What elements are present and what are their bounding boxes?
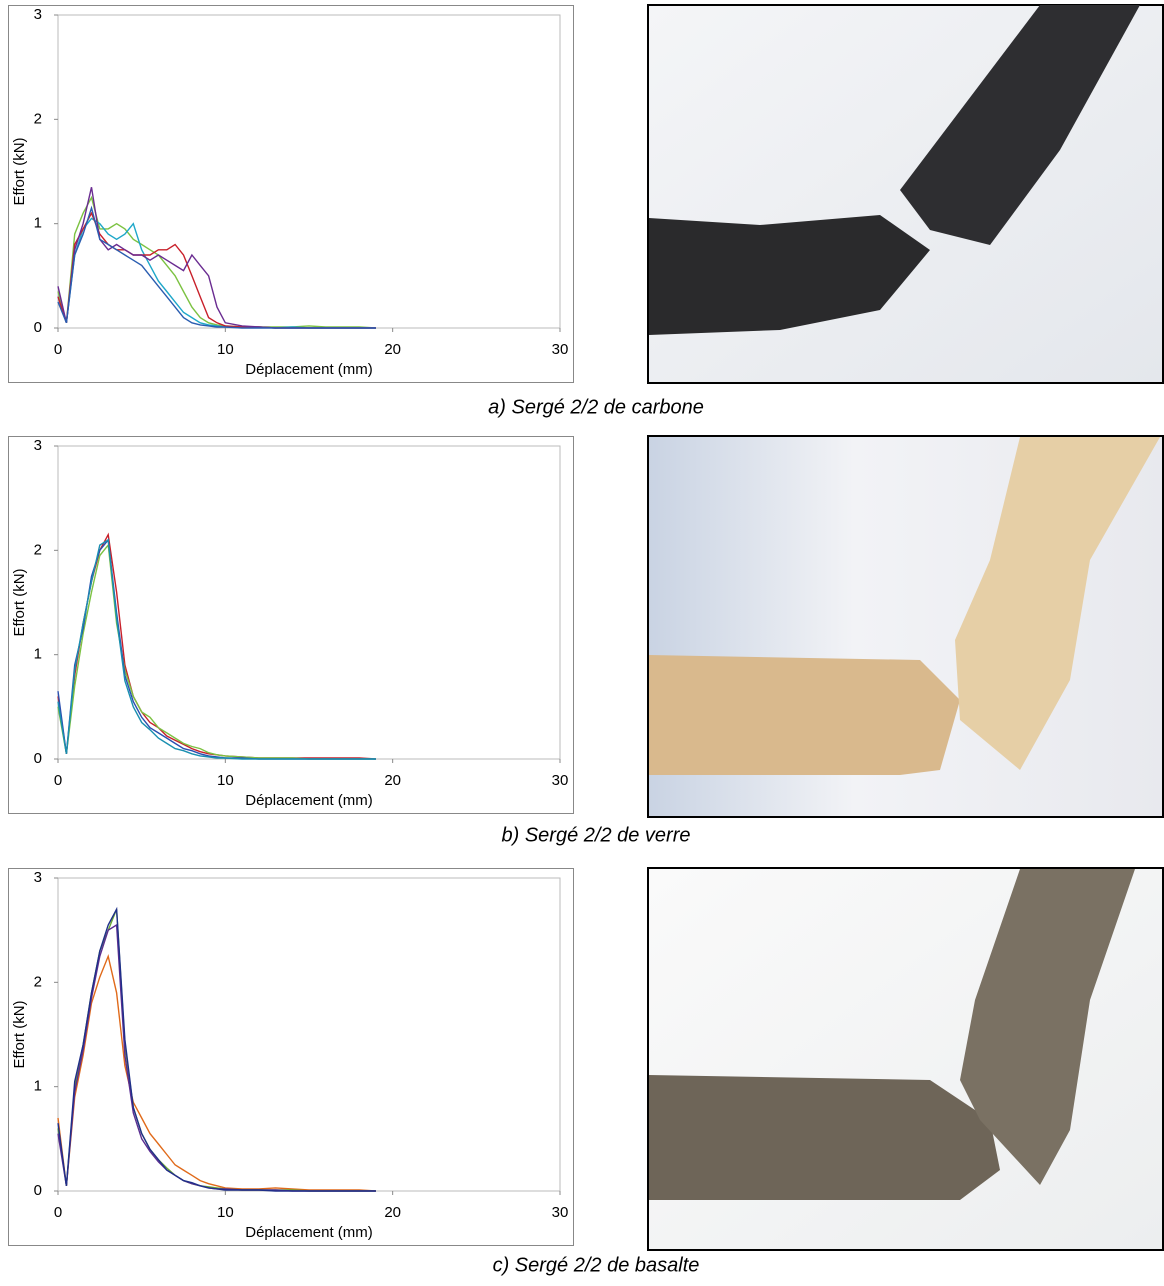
y-axis-label: Effort (kN) — [11, 137, 28, 205]
x-axis-label: Déplacement (mm) — [245, 792, 373, 809]
photo-carbon — [647, 4, 1164, 384]
x-tick-label: 10 — [217, 341, 234, 358]
y-tick-label: 3 — [34, 437, 42, 454]
x-axis-label: Déplacement (mm) — [245, 361, 373, 378]
x-tick-label: 10 — [217, 1204, 234, 1221]
x-tick-label: 30 — [552, 341, 569, 358]
chart-frame — [8, 436, 574, 814]
x-tick-label: 0 — [54, 1204, 62, 1221]
y-axis-label: Effort (kN) — [11, 1000, 28, 1068]
x-tick-label: 0 — [54, 772, 62, 789]
data-line — [57, 205, 376, 329]
x-tick-label: 10 — [217, 772, 234, 789]
data-line — [57, 923, 376, 1192]
x-tick-label: 20 — [384, 772, 401, 789]
y-tick-label: 3 — [34, 869, 42, 886]
y-tick-label: 3 — [34, 6, 42, 23]
y-tick-label: 0 — [34, 319, 42, 336]
caption: a) Sergé 2/2 de carbone — [488, 396, 704, 418]
x-tick-label: 30 — [552, 1204, 569, 1221]
chart-frame — [8, 868, 574, 1246]
x-tick-label: 20 — [384, 1204, 401, 1221]
x-axis-label: Déplacement (mm) — [245, 1224, 373, 1241]
plot-area — [57, 877, 561, 1192]
data-line — [57, 538, 376, 760]
data-line — [57, 953, 376, 1192]
data-line — [57, 909, 376, 1192]
caption: c) Sergé 2/2 de basalte — [493, 1254, 700, 1276]
y-tick-label: 1 — [34, 1078, 42, 1095]
data-line — [57, 532, 376, 760]
y-tick-label: 0 — [34, 750, 42, 767]
y-tick-label: 1 — [34, 646, 42, 663]
y-tick-label: 0 — [34, 1182, 42, 1199]
y-tick-label: 1 — [34, 215, 42, 232]
data-line — [57, 543, 376, 760]
data-line — [57, 217, 376, 329]
caption: b) Sergé 2/2 de verre — [502, 824, 691, 846]
x-tick-label: 0 — [54, 341, 62, 358]
data-line — [57, 906, 376, 1192]
data-line — [57, 538, 376, 760]
y-tick-label: 2 — [34, 110, 42, 127]
x-tick-label: 30 — [552, 772, 569, 789]
photo-basalt — [647, 867, 1164, 1251]
photo-glass — [647, 435, 1164, 818]
y-axis-label: Effort (kN) — [11, 568, 28, 636]
chart-frame — [8, 5, 574, 383]
plot-area — [57, 445, 561, 760]
plot-area — [57, 14, 561, 329]
data-line — [57, 187, 376, 329]
x-tick-label: 20 — [384, 341, 401, 358]
y-tick-label: 2 — [34, 541, 42, 558]
y-tick-label: 2 — [34, 973, 42, 990]
